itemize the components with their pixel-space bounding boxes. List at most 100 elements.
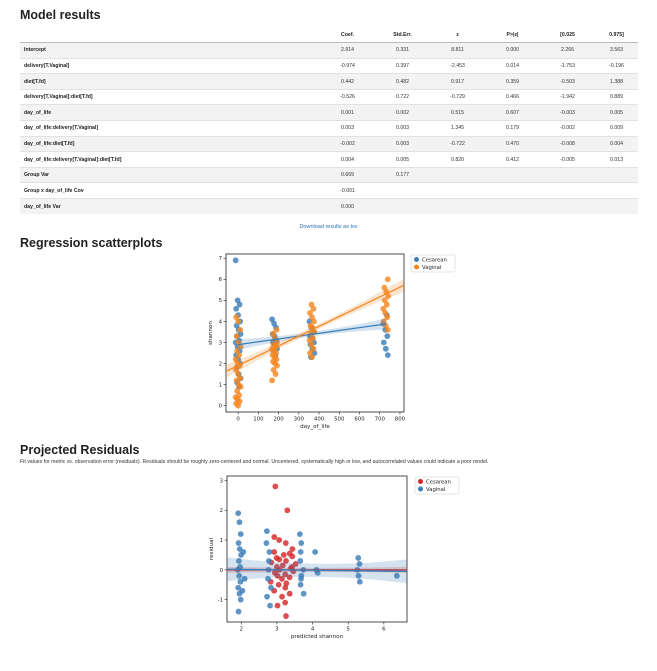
legend-marker: [414, 257, 419, 262]
model-results-title: Model results: [20, 8, 101, 22]
table-row: Group x day_of_life Cov -0.001: [20, 182, 638, 199]
table-cell: -0.526: [320, 88, 375, 105]
x-tick-label: 400: [314, 417, 325, 423]
table-cell: 0.607: [485, 104, 540, 121]
table-cell: day_of_life:delivery[T.Vaginal]:diet[T.f…: [20, 151, 320, 168]
data-point: [384, 326, 391, 333]
table-cell: 0.009: [595, 120, 638, 137]
y-tick-label: 4: [219, 319, 223, 325]
table-cell: 0.669: [320, 166, 375, 183]
y-tick-label: 6: [219, 277, 223, 283]
data-point: [271, 549, 278, 555]
table-cell: [595, 166, 638, 183]
y-tick-label: 0: [219, 404, 223, 410]
table-cell: day_of_life:diet[T.fd]: [20, 135, 320, 152]
table-row: day_of_life Var 0.000: [20, 198, 638, 215]
data-point: [298, 540, 305, 546]
data-point: [356, 560, 363, 567]
data-point: [267, 602, 273, 609]
table-cell: -0.005: [540, 151, 595, 168]
data-point: [279, 575, 285, 582]
data-point: [241, 575, 248, 582]
x-tick-label: 2: [240, 627, 243, 633]
table-cell: Intercept: [20, 42, 320, 59]
table-body: Intercept 2.914 0.331 8.811 0.000 2.266 3.563 d…: [20, 42, 638, 215]
table-cell: -0.729: [430, 88, 485, 105]
x-tick-label: 0: [236, 417, 240, 423]
data-point: [236, 352, 243, 359]
x-tick-label: 5: [346, 627, 349, 633]
x-tick-label: 600: [354, 417, 365, 423]
data-point: [282, 599, 289, 606]
x-tick-label: 300: [294, 417, 305, 423]
data-point: [385, 293, 392, 300]
data-point: [240, 549, 247, 555]
data-point: [283, 613, 289, 619]
data-point: [297, 581, 304, 588]
fit-line: [227, 568, 407, 572]
data-point: [282, 584, 289, 591]
y-tick-label: -1: [218, 598, 223, 604]
table-cell: 0.359: [485, 73, 540, 90]
data-point: [286, 590, 293, 597]
table-cell: 0.003: [375, 135, 430, 152]
table-cell: 0.179: [485, 120, 540, 137]
table-cell: [485, 166, 540, 183]
data-point: [271, 534, 278, 540]
x-tick-label: 200: [273, 417, 284, 423]
data-point: [297, 549, 304, 555]
table-cell: -0.008: [540, 135, 595, 152]
table-cell: -1.942: [540, 88, 595, 105]
plot-area: [227, 483, 407, 619]
data-point: [283, 558, 289, 564]
table-cell: 2.914: [320, 42, 375, 59]
table-cell: 0.004: [320, 151, 375, 168]
table-cell: 0.442: [320, 73, 375, 90]
table-cell: 0.005: [595, 104, 638, 121]
legend-marker: [418, 479, 423, 484]
data-point: [237, 383, 244, 390]
x-axis-label: predicted shannon: [291, 634, 344, 640]
table-cell: 0.889: [595, 88, 638, 105]
data-point: [282, 540, 289, 546]
data-point: [235, 558, 242, 564]
table-cell: 1.345: [430, 120, 485, 137]
fit-line: [226, 284, 404, 372]
data-point: [274, 362, 280, 369]
model-results-table: Coef. Std.Err. z P>|z| [0.025 0.975] Intercep…: [20, 27, 638, 215]
legend-box: [410, 254, 456, 273]
data-point: [235, 584, 242, 591]
table-cell: 0.014: [485, 57, 540, 74]
data-point: [355, 572, 362, 579]
table-cell: [595, 198, 638, 215]
plot-area: [226, 257, 404, 409]
table-row: day_of_life 0.001 0.002 0.515 0.607 -0.003 0.0…: [20, 104, 638, 121]
table-cell: 0.002: [375, 104, 430, 121]
table-cell: 0.722: [375, 88, 430, 105]
data-point: [380, 339, 387, 346]
data-point: [232, 257, 239, 264]
table-cell: 0.003: [320, 120, 375, 137]
download-tsv-link[interactable]: Download results as tsv: [299, 224, 358, 230]
data-point: [233, 305, 240, 312]
legend-label: Vaginal: [422, 265, 441, 271]
data-point: [272, 483, 279, 490]
table-cell: day_of_life Var: [20, 198, 320, 215]
table-cell: 0.177: [375, 166, 430, 183]
table-cell: 0.482: [375, 73, 430, 90]
y-tick-label: 1: [220, 538, 223, 544]
y-tick-label: 0: [220, 568, 224, 574]
y-axis-label: residual: [209, 537, 215, 560]
table-row: Group Var 0.669 0.177: [20, 166, 638, 183]
data-point: [239, 587, 246, 594]
data-point: [235, 608, 242, 615]
table-cell: 0.004: [595, 135, 638, 152]
data-point: [282, 571, 289, 578]
data-point: [311, 318, 317, 325]
plot-frame: [226, 475, 408, 623]
data-point: [314, 569, 321, 576]
y-tick-label: 5: [219, 298, 222, 304]
table-cell: -0.003: [540, 104, 595, 121]
data-point: [297, 558, 304, 564]
